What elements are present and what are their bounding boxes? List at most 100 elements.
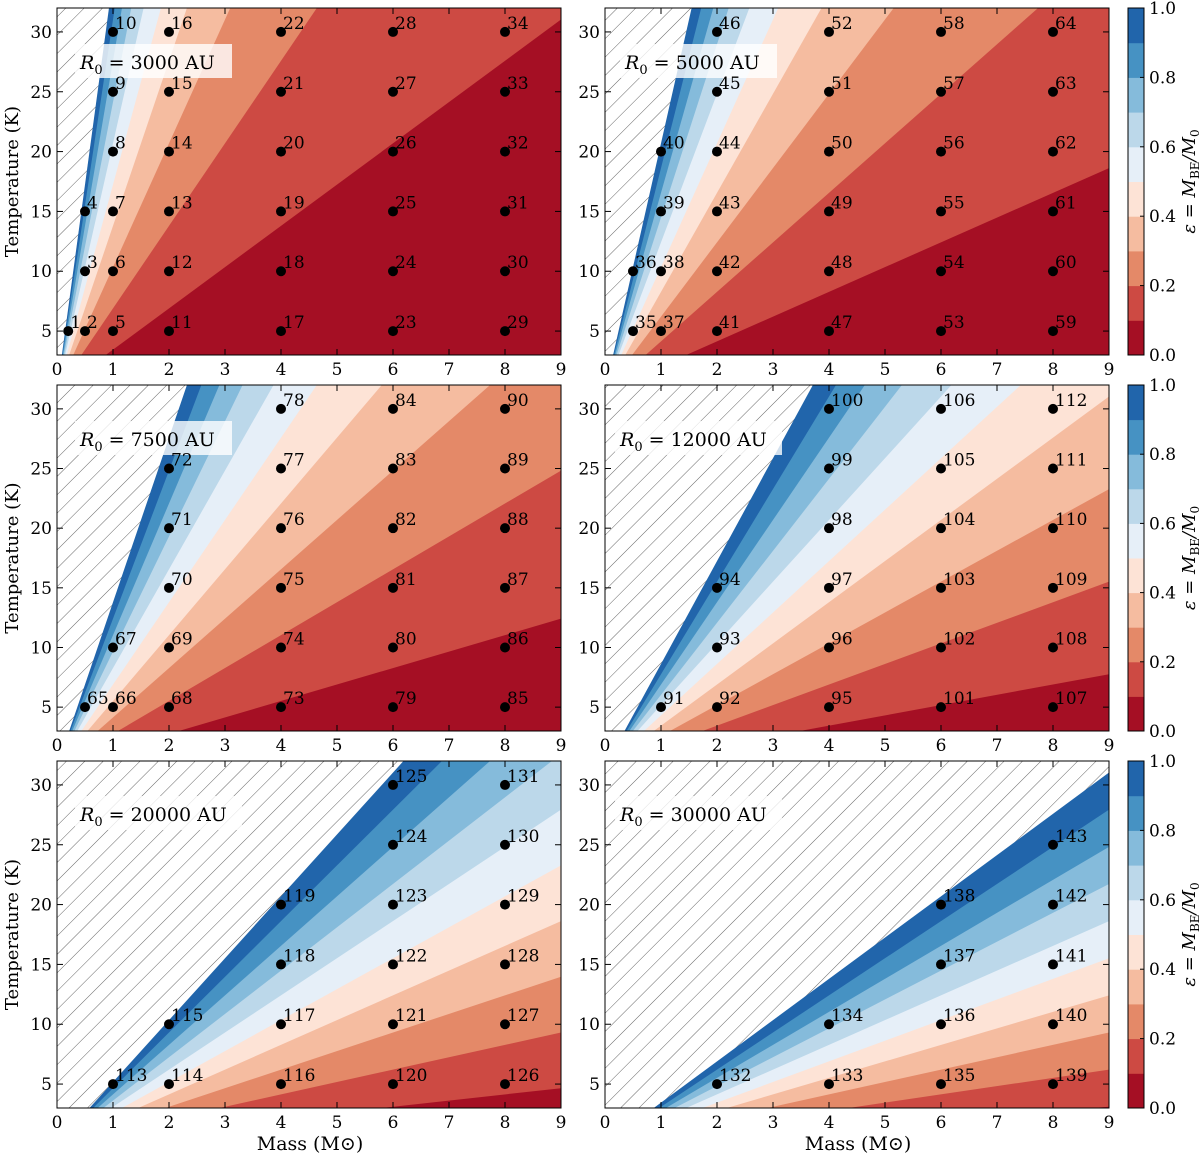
- model-point: [824, 266, 834, 277]
- colorbar: 0.0 0.2 0.4 0.6 0.8 1.0 ε = MBE/M0: [1127, 376, 1200, 742]
- model-point: [108, 26, 118, 37]
- model-id-label: 92: [719, 689, 741, 709]
- model-point: [936, 206, 946, 217]
- colorbar-tick-label: 0.6: [1149, 891, 1176, 911]
- model-point: [500, 463, 510, 474]
- model-point: [936, 959, 946, 970]
- axes-frame: [56, 760, 562, 1109]
- x-tick-label: 8: [1048, 1113, 1059, 1133]
- plot-area: [57, 8, 561, 355]
- colorbar-tick-label: 0.8: [1149, 821, 1176, 841]
- model-id-label: 54: [943, 253, 965, 273]
- y-tick-label: 25: [30, 460, 52, 480]
- colorbar-segment: [1128, 761, 1144, 797]
- model-id-label: 2: [87, 313, 98, 333]
- model-id-label: 36: [635, 253, 657, 273]
- x-tick-label: 1: [108, 736, 119, 756]
- x-tick-label: 3: [220, 736, 231, 756]
- colorbar-tick-label: 1.0: [1149, 0, 1176, 19]
- model-id-label: 52: [831, 14, 853, 34]
- model-point: [500, 26, 510, 37]
- x-tick-label: 8: [500, 360, 511, 380]
- y-tick-label: 10: [578, 1015, 600, 1035]
- model-id-label: 120: [395, 1066, 427, 1086]
- y-tick-label: 30: [578, 776, 600, 796]
- model-point: [824, 86, 834, 97]
- y-tick-label: 25: [30, 836, 52, 856]
- model-id-label: 98: [831, 510, 853, 530]
- x-tick-label: 0: [52, 1113, 63, 1133]
- x-tick-label: 2: [164, 360, 175, 380]
- colorbar-frame: [1127, 384, 1145, 732]
- x-tick-label: 0: [600, 1113, 611, 1133]
- model-id-label: 19: [283, 193, 305, 213]
- x-tick-label: 9: [1104, 1113, 1115, 1133]
- model-id-label: 20: [283, 134, 305, 154]
- model-id-label: 30: [507, 253, 529, 273]
- model-id-label: 11: [171, 313, 193, 333]
- model-point: [500, 779, 510, 790]
- colorbar-segment: [1128, 899, 1144, 935]
- panel-label-box: [615, 421, 782, 455]
- model-id-label: 32: [507, 134, 529, 154]
- y-tick-label: 30: [578, 400, 600, 420]
- model-point: [80, 702, 90, 713]
- model-point: [108, 1079, 118, 1090]
- model-id-label: 79: [395, 689, 417, 709]
- colorbar-segment: [1128, 112, 1144, 148]
- x-axis-label-left: Mass (M⊙): [257, 1133, 364, 1155]
- model-id-label: 55: [943, 193, 965, 213]
- model-point: [712, 26, 722, 37]
- model-id-label: 105: [943, 451, 975, 471]
- model-point: [824, 642, 834, 653]
- y-tick-label: 5: [589, 698, 600, 718]
- model-point: [500, 403, 510, 414]
- model-id-label: 136: [943, 1006, 975, 1026]
- y-tick-label: 10: [30, 638, 52, 658]
- model-id-label: 127: [507, 1006, 539, 1026]
- model-id-label: 128: [507, 946, 539, 966]
- x-tick-label: 1: [108, 360, 119, 380]
- x-tick-label: 7: [444, 736, 455, 756]
- colorbar-label: ε = MBE/M0: [1179, 506, 1200, 610]
- colorbar-segment: [1128, 385, 1144, 421]
- panel-label-text: R0 = 30000 AU: [619, 804, 767, 830]
- colorbar-segment: [1128, 830, 1144, 866]
- model-point: [388, 86, 398, 97]
- model-id-label: 26: [395, 134, 417, 154]
- model-id-label: 18: [283, 253, 305, 273]
- model-id-label: 45: [719, 74, 741, 94]
- model-point: [276, 899, 286, 910]
- x-tick-label: 5: [332, 736, 343, 756]
- colorbar-segment: [1128, 865, 1144, 901]
- y-tick-label: 5: [41, 698, 52, 718]
- panel-label-text: R0 = 5000 AU: [624, 52, 760, 78]
- model-id-label: 115: [171, 1006, 203, 1026]
- colorbar-tick-label: 1.0: [1149, 752, 1176, 772]
- x-tick-label: 5: [332, 1113, 343, 1133]
- x-tick-label: 6: [936, 1113, 947, 1133]
- colorbar-segment: [1128, 523, 1144, 559]
- model-point: [824, 26, 834, 37]
- model-id-label: 88: [507, 510, 529, 530]
- model-point: [388, 26, 398, 37]
- x-tick-label: 7: [444, 360, 455, 380]
- model-point: [500, 1019, 510, 1030]
- y-tick-label: 25: [578, 83, 600, 103]
- model-point: [164, 642, 174, 653]
- model-id-label: 59: [1055, 313, 1077, 333]
- model-id-label: 94: [719, 570, 741, 590]
- colorbar-label: ε = MBE/M0: [1179, 882, 1200, 986]
- model-id-label: 67: [115, 629, 137, 649]
- model-point: [276, 959, 286, 970]
- model-id-label: 119: [283, 887, 315, 907]
- plot-area: [57, 761, 561, 1108]
- colorbar-segment: [1128, 454, 1144, 490]
- model-point: [936, 403, 946, 414]
- model-point: [936, 463, 946, 474]
- x-tick-label: 1: [656, 360, 667, 380]
- model-id-label: 109: [1055, 570, 1087, 590]
